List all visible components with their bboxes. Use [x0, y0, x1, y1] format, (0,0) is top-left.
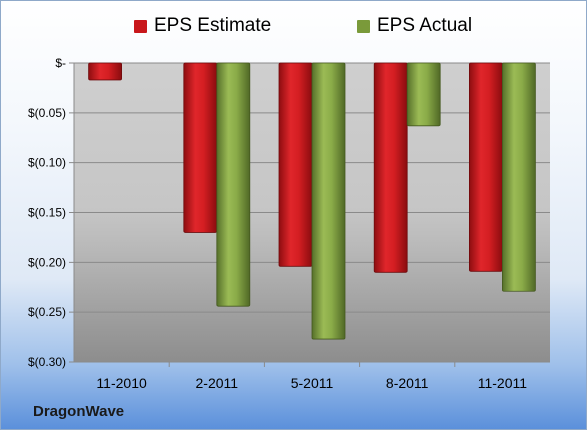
bar-actual — [311, 62, 346, 340]
y-tick-label: $(0.20) — [28, 255, 66, 269]
legend: EPS Estimate EPS Actual — [1, 15, 586, 41]
x-tick-label: 2-2011 — [196, 375, 239, 391]
x-tick-label: 11-2011 — [478, 375, 528, 391]
brand-label: DragonWave — [33, 403, 125, 420]
bar-estimate — [183, 62, 218, 233]
y-tick-label: $(0.15) — [28, 206, 66, 220]
bar-actual — [406, 62, 441, 127]
bar-actual — [501, 62, 536, 292]
legend-label-actual: EPS Actual — [377, 15, 473, 36]
x-tick-label: 5-2011 — [291, 375, 334, 391]
legend-item-estimate: EPS Estimate — [134, 15, 271, 37]
y-tick-label: $(0.05) — [28, 106, 66, 120]
legend-label-estimate: EPS Estimate — [154, 15, 272, 36]
legend-swatch-actual — [357, 19, 370, 33]
bar-actual — [216, 62, 251, 307]
legend-swatch-estimate — [134, 19, 147, 33]
bar-estimate — [468, 62, 503, 272]
x-tick-label: 8-2011 — [386, 375, 429, 391]
bar-estimate — [278, 62, 313, 267]
x-tick-label: 11-2010 — [96, 375, 147, 391]
y-tick-label: $(0.25) — [28, 305, 66, 319]
y-tick-label: $- — [55, 56, 66, 70]
bar-estimate — [88, 62, 122, 81]
y-tick-label: $(0.30) — [28, 355, 66, 369]
bar-estimate — [373, 62, 408, 273]
legend-item-actual: EPS Actual — [357, 15, 472, 37]
y-tick-label: $(0.10) — [28, 156, 66, 170]
